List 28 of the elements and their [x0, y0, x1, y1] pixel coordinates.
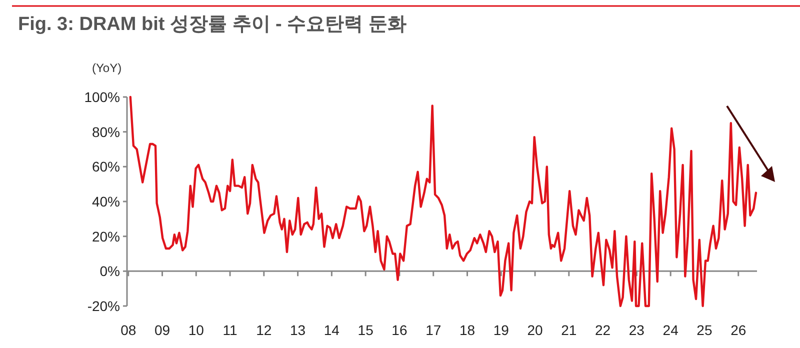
x-tick-label: 16 [392, 322, 408, 338]
x-tick-label: 08 [120, 322, 136, 338]
y-tick-label: 0% [100, 263, 120, 280]
x-tick-label: 10 [188, 322, 204, 338]
ylabel: (YoY) [92, 61, 122, 75]
y-tick-label: 100% [84, 89, 120, 105]
x-tick-label: 18 [459, 322, 476, 338]
x-tick-label: 11 [222, 322, 238, 338]
title: Fig. 3: DRAM bit 성장률 추이 - 수요탄력 둔화 [18, 14, 406, 35]
x-tick-label: 15 [358, 322, 374, 338]
x-tick-label: 23 [628, 322, 645, 338]
x-tick-label: 19 [493, 322, 510, 338]
x-tick-label: 22 [595, 322, 611, 338]
x-tick-label: 14 [324, 322, 340, 338]
y-tick-label: 80% [92, 124, 120, 140]
x-tick-label: 20 [527, 322, 544, 338]
x-tick-label: 24 [662, 322, 679, 338]
x-tick-label: 12 [256, 322, 272, 338]
x-tick-label: 26 [730, 322, 746, 338]
y-tick-label: -20% [87, 298, 120, 314]
x-tick-label: 17 [426, 322, 442, 338]
y-tick-label: 20% [92, 228, 120, 244]
x-tick-label: 21 [561, 322, 577, 338]
x-tick-label: 25 [696, 322, 712, 338]
x-tick-label: 13 [290, 322, 306, 338]
y-tick-label: 60% [92, 158, 120, 175]
x-tick-label: 09 [154, 322, 170, 338]
y-tick-label: 40% [92, 194, 120, 210]
